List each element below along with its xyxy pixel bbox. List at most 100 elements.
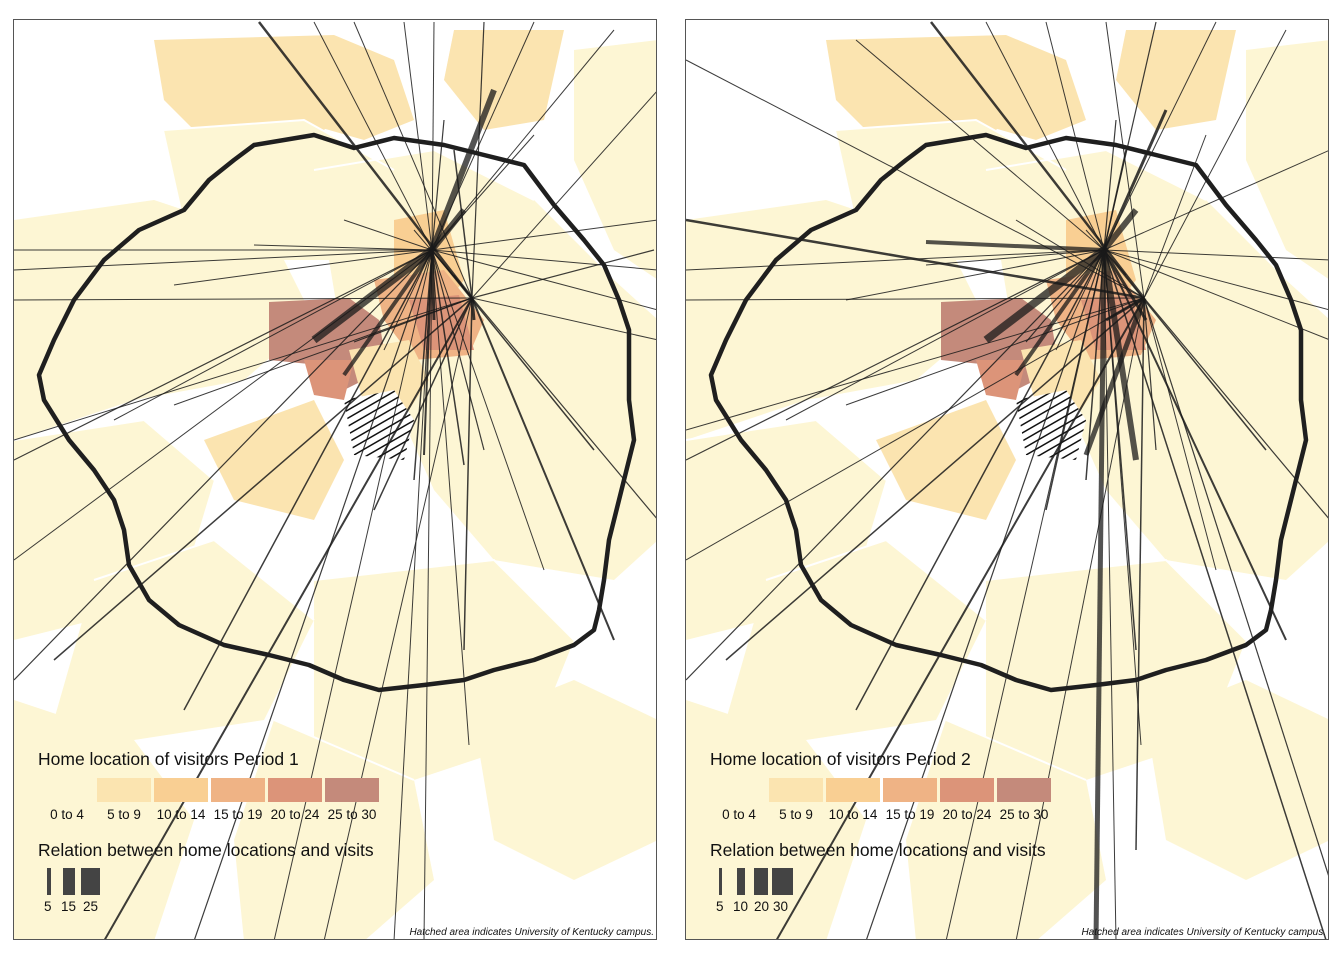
flow-lines <box>686 21 1328 939</box>
flow-line <box>1143 29 1287 299</box>
flow-line <box>686 297 1145 561</box>
flow-line <box>1143 297 1217 571</box>
flow-line <box>343 219 433 251</box>
flow-line <box>1103 249 1328 340</box>
flow-line <box>1135 297 1145 851</box>
flow-line <box>1014 248 1106 377</box>
tract-borders <box>14 118 575 781</box>
flow-line <box>983 246 1107 344</box>
tract-polygons <box>14 20 656 939</box>
flow-line <box>431 249 485 451</box>
flow-line <box>1103 249 1142 746</box>
flow-line <box>855 249 1105 711</box>
flow-line <box>14 249 433 271</box>
tract-borders <box>686 118 1247 781</box>
flow-line <box>1015 297 1145 939</box>
flow-line <box>431 134 535 251</box>
flow-line <box>253 244 433 251</box>
flow-line <box>1103 149 1127 251</box>
flow-line <box>273 249 433 939</box>
flow-line <box>431 21 435 251</box>
flow-line <box>925 240 1105 252</box>
flow-line <box>258 21 473 299</box>
flow-line <box>1083 297 1147 456</box>
flow-line <box>1103 249 1267 451</box>
flow-line <box>471 21 485 299</box>
flow-line <box>1143 297 1328 876</box>
flow-line <box>430 249 436 321</box>
flow-line <box>1103 249 1287 641</box>
flow-line <box>393 249 433 939</box>
flow-line <box>1102 109 1168 251</box>
flow-line <box>453 274 473 299</box>
map-panel-period-1: Home location of visitors Period 1 0 to … <box>13 19 657 940</box>
flow-line <box>431 219 656 251</box>
flow-line <box>353 297 473 343</box>
flow-line <box>194 249 433 939</box>
flow-map-period-1 <box>14 20 656 939</box>
flow-line <box>1103 119 1117 251</box>
flow-line <box>1143 297 1157 451</box>
tract-polygons <box>686 20 1328 939</box>
flow-line <box>14 249 433 461</box>
flow-line <box>431 119 445 251</box>
flow-line <box>725 297 1145 661</box>
flow-line <box>53 297 473 661</box>
flow-line <box>173 249 433 286</box>
flow-line <box>1045 249 1105 511</box>
flow-line <box>471 249 655 299</box>
city-boundary-ring <box>36 132 637 693</box>
flow-line <box>313 21 433 251</box>
flow-line <box>1103 249 1327 939</box>
flow-line <box>1103 150 1328 251</box>
flow-line <box>471 91 656 299</box>
flow-line <box>1103 249 1117 939</box>
flow-line <box>431 21 535 251</box>
flow-line <box>775 297 1145 939</box>
flow-line <box>686 59 1145 299</box>
flow-line <box>1015 219 1145 299</box>
flow-line <box>14 297 473 441</box>
flow-line <box>1103 249 1127 276</box>
flow-line <box>413 229 473 299</box>
flow-line <box>785 249 1105 421</box>
flow-line <box>1045 21 1105 251</box>
flow-line <box>925 249 1105 266</box>
flow-line <box>1101 249 1139 461</box>
flow-line <box>1143 134 1207 299</box>
flow-line <box>855 39 1105 251</box>
flow-line <box>471 297 615 641</box>
flow-line <box>985 21 1105 251</box>
flow-line <box>845 249 1105 301</box>
flow-line <box>1103 21 1217 251</box>
flow-line <box>373 297 473 511</box>
flow-line <box>173 297 473 406</box>
flow-line <box>383 249 433 351</box>
flow-line <box>463 297 473 651</box>
flow-line <box>1055 249 1105 351</box>
flow-line <box>103 297 473 939</box>
flow-line <box>453 149 473 299</box>
map-panel-period-2: Home location of visitors Period 2 0 to … <box>685 19 1329 940</box>
flow-line <box>183 249 433 711</box>
flow-line <box>1101 208 1139 252</box>
city-boundary-ring <box>708 132 1309 693</box>
flow-line <box>1105 296 1145 322</box>
flow-line <box>431 249 470 746</box>
flow-line <box>686 249 1105 271</box>
flow-line <box>1093 249 1107 939</box>
flow-line <box>431 249 545 571</box>
flow-line <box>403 21 433 251</box>
flow-line <box>413 249 433 481</box>
flow-line <box>14 249 433 681</box>
flow-line <box>866 249 1105 939</box>
flow-line <box>429 88 497 252</box>
flow-lines <box>14 21 656 939</box>
flow-line <box>686 297 1145 431</box>
flow-line <box>113 249 433 421</box>
flow-line <box>1085 229 1105 251</box>
flow-line <box>431 249 656 271</box>
flow-line <box>1103 249 1328 261</box>
flow-line <box>1143 297 1328 519</box>
flow-line <box>431 249 465 466</box>
